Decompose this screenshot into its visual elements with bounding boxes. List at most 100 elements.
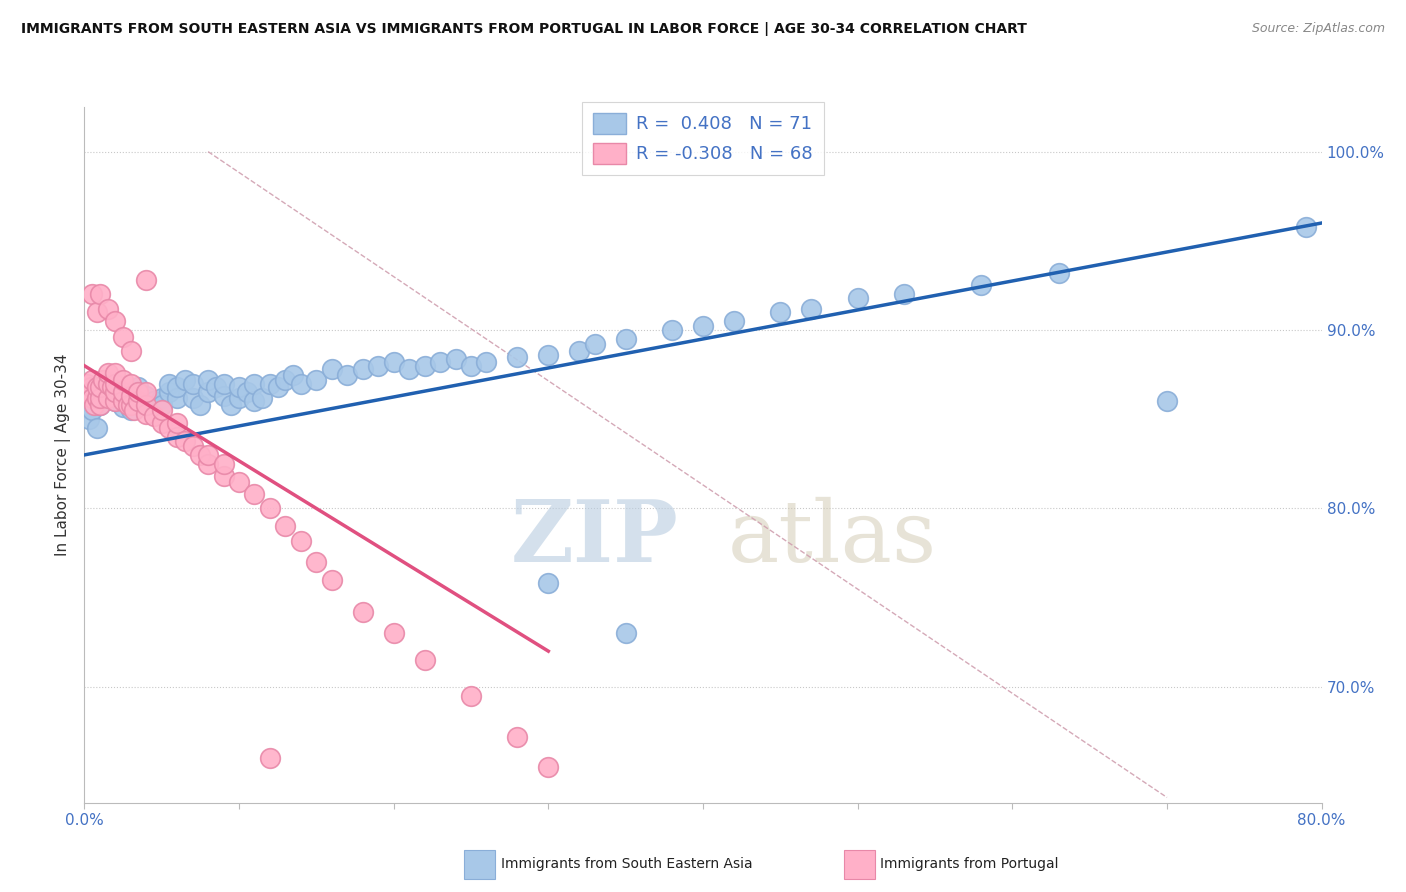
- Point: [104, 394, 127, 409]
- Point: [86, 305, 108, 319]
- Point: [77, 385, 100, 400]
- Point: [120, 403, 142, 417]
- Point: [101, 380, 124, 394]
- Point: [86, 380, 108, 394]
- Point: [382, 355, 405, 369]
- Point: [205, 380, 228, 394]
- Point: [398, 362, 420, 376]
- Point: [1156, 394, 1178, 409]
- Point: [166, 416, 188, 430]
- Point: [537, 348, 560, 362]
- Point: [120, 391, 142, 405]
- Point: [382, 626, 405, 640]
- Point: [283, 368, 305, 382]
- Point: [413, 359, 436, 373]
- Point: [89, 398, 111, 412]
- Point: [104, 376, 127, 391]
- Text: IMMIGRANTS FROM SOUTH EASTERN ASIA VS IMMIGRANTS FROM PORTUGAL IN LABOR FORCE | : IMMIGRANTS FROM SOUTH EASTERN ASIA VS IM…: [21, 22, 1026, 37]
- Point: [614, 332, 637, 346]
- Point: [120, 389, 142, 403]
- Point: [197, 373, 219, 387]
- Point: [166, 430, 188, 444]
- Point: [104, 385, 127, 400]
- Point: [159, 421, 181, 435]
- Point: [150, 391, 173, 405]
- Point: [128, 394, 150, 409]
- Point: [321, 573, 343, 587]
- Point: [243, 394, 266, 409]
- Point: [150, 398, 173, 412]
- Point: [112, 385, 135, 400]
- Text: ZIP: ZIP: [510, 497, 678, 581]
- Point: [252, 391, 274, 405]
- Legend: R =  0.408   N = 71, R = -0.308   N = 68: R = 0.408 N = 71, R = -0.308 N = 68: [582, 103, 824, 175]
- Point: [444, 351, 467, 366]
- Point: [460, 359, 482, 373]
- Point: [236, 385, 259, 400]
- Point: [475, 355, 498, 369]
- Point: [568, 344, 591, 359]
- Point: [181, 439, 204, 453]
- Point: [506, 730, 529, 744]
- Point: [259, 751, 281, 765]
- Point: [228, 391, 250, 405]
- Point: [212, 457, 235, 471]
- Point: [120, 376, 142, 391]
- Point: [336, 368, 359, 382]
- Point: [104, 314, 127, 328]
- Point: [150, 416, 173, 430]
- Point: [290, 533, 312, 548]
- Point: [413, 653, 436, 667]
- Point: [112, 330, 135, 344]
- Point: [800, 301, 823, 316]
- Point: [769, 305, 792, 319]
- Point: [112, 394, 135, 409]
- Point: [221, 398, 243, 412]
- Point: [89, 398, 111, 412]
- Point: [79, 380, 101, 394]
- Point: [212, 376, 235, 391]
- Point: [723, 314, 745, 328]
- Point: [120, 398, 142, 412]
- Point: [1295, 219, 1317, 234]
- Point: [122, 403, 145, 417]
- Point: [537, 760, 560, 774]
- Point: [243, 376, 266, 391]
- Point: [228, 475, 250, 489]
- Text: atlas: atlas: [728, 497, 936, 580]
- Point: [82, 373, 104, 387]
- Point: [128, 385, 150, 400]
- Point: [86, 391, 108, 405]
- Point: [104, 366, 127, 380]
- Point: [274, 519, 297, 533]
- Text: Immigrants from South Eastern Asia: Immigrants from South Eastern Asia: [501, 857, 752, 871]
- Point: [352, 605, 374, 619]
- Point: [159, 376, 181, 391]
- Point: [259, 501, 281, 516]
- Point: [150, 403, 173, 417]
- Point: [197, 448, 219, 462]
- Point: [143, 409, 166, 423]
- Point: [77, 412, 100, 426]
- Point: [537, 576, 560, 591]
- Point: [661, 323, 683, 337]
- Point: [267, 380, 290, 394]
- Point: [135, 389, 157, 403]
- Point: [197, 457, 219, 471]
- Point: [274, 373, 297, 387]
- Point: [135, 398, 157, 412]
- Point: [112, 373, 135, 387]
- Point: [181, 376, 204, 391]
- Point: [83, 398, 105, 412]
- Point: [97, 366, 120, 380]
- Text: Immigrants from Portugal: Immigrants from Portugal: [880, 857, 1059, 871]
- Point: [614, 626, 637, 640]
- Point: [82, 403, 104, 417]
- Point: [89, 287, 111, 301]
- Point: [135, 385, 157, 400]
- Point: [305, 555, 328, 569]
- Text: Source: ZipAtlas.com: Source: ZipAtlas.com: [1251, 22, 1385, 36]
- Point: [846, 291, 869, 305]
- Point: [89, 380, 111, 394]
- Point: [76, 376, 98, 391]
